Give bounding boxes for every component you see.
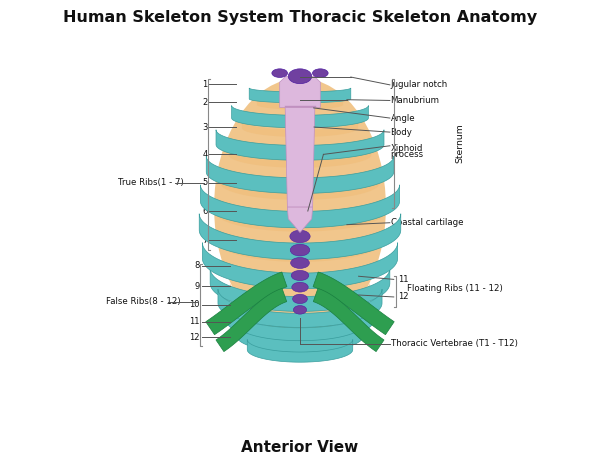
Text: Thoracic Vertebrae (T1 - T12): Thoracic Vertebrae (T1 - T12) (391, 339, 517, 348)
Text: 4: 4 (202, 150, 208, 159)
Text: False Ribs(8 - 12): False Ribs(8 - 12) (106, 297, 181, 306)
Text: 9: 9 (194, 282, 200, 291)
Text: 10: 10 (189, 300, 200, 309)
Polygon shape (247, 339, 353, 362)
Ellipse shape (291, 270, 309, 280)
Text: Floating Ribs (11 - 12): Floating Ribs (11 - 12) (407, 284, 503, 293)
Polygon shape (218, 289, 382, 327)
Text: 3: 3 (202, 123, 208, 132)
Ellipse shape (293, 306, 307, 314)
Polygon shape (238, 302, 362, 323)
Polygon shape (237, 324, 363, 352)
Ellipse shape (313, 69, 328, 78)
Text: 12: 12 (189, 332, 200, 342)
Text: 11: 11 (189, 317, 200, 326)
Polygon shape (229, 147, 371, 168)
Polygon shape (242, 121, 358, 137)
Text: 2: 2 (202, 98, 208, 107)
Text: 5: 5 (202, 178, 208, 187)
Polygon shape (285, 107, 315, 207)
Polygon shape (199, 214, 401, 259)
Text: 7: 7 (202, 236, 208, 245)
Polygon shape (224, 259, 376, 288)
Text: Xiphoid: Xiphoid (391, 144, 423, 153)
Text: Anterior View: Anterior View (241, 440, 359, 455)
Text: True Ribs(1 - 7): True Ribs(1 - 7) (118, 178, 184, 187)
Polygon shape (217, 232, 383, 262)
Text: Body: Body (391, 127, 412, 137)
Polygon shape (313, 288, 384, 352)
Polygon shape (287, 207, 313, 232)
Text: 8: 8 (194, 261, 200, 270)
Polygon shape (249, 88, 351, 103)
Text: Coastal cartilage: Coastal cartilage (391, 218, 463, 227)
Ellipse shape (290, 244, 310, 256)
Text: 12: 12 (398, 292, 409, 301)
Polygon shape (227, 307, 373, 341)
Polygon shape (280, 76, 320, 107)
Ellipse shape (272, 69, 287, 78)
Polygon shape (215, 203, 385, 232)
Text: 1: 1 (202, 80, 208, 88)
Ellipse shape (214, 78, 386, 336)
Polygon shape (206, 156, 394, 193)
Polygon shape (216, 130, 384, 160)
Polygon shape (257, 100, 343, 110)
Ellipse shape (293, 294, 307, 304)
Ellipse shape (290, 230, 310, 243)
Text: Jugular notch: Jugular notch (391, 80, 448, 89)
Ellipse shape (290, 258, 310, 268)
Polygon shape (220, 174, 380, 200)
Ellipse shape (288, 69, 312, 84)
Text: Manubrium: Manubrium (391, 96, 440, 105)
Polygon shape (246, 319, 354, 337)
Polygon shape (230, 283, 370, 307)
Polygon shape (202, 243, 398, 289)
Text: Angle: Angle (391, 113, 415, 123)
Ellipse shape (292, 282, 308, 292)
Text: Sternum: Sternum (455, 124, 464, 163)
Polygon shape (232, 106, 368, 128)
Polygon shape (210, 268, 390, 312)
Text: Human Skeleton System Thoracic Skeleton Anatomy: Human Skeleton System Thoracic Skeleton … (63, 10, 537, 25)
Text: 11: 11 (398, 275, 409, 284)
Polygon shape (200, 185, 400, 228)
Polygon shape (313, 272, 394, 335)
Text: 6: 6 (202, 207, 208, 216)
Polygon shape (255, 335, 345, 350)
Polygon shape (206, 272, 287, 335)
Text: process: process (391, 150, 424, 159)
Polygon shape (216, 288, 287, 352)
